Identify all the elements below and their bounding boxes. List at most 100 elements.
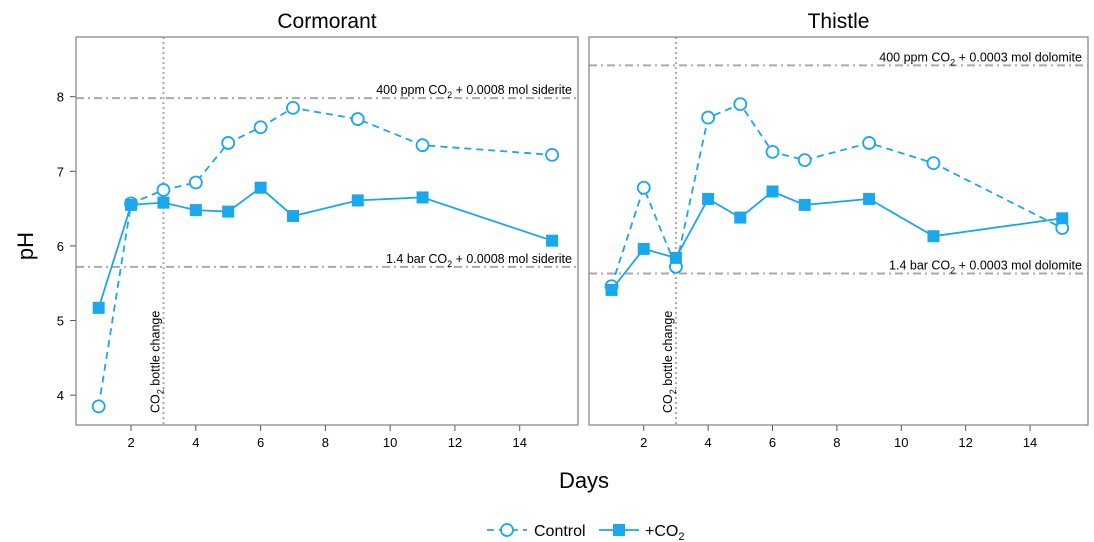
bottle-change-label-subscript: 2 xyxy=(155,389,165,394)
x-tick-label: 10 xyxy=(894,435,908,450)
co2-point xyxy=(416,191,429,204)
x-tick-label: 12 xyxy=(958,435,972,450)
control-point xyxy=(545,147,559,162)
y-tick-label: 6 xyxy=(57,239,64,254)
legend-control-label: Control xyxy=(534,523,586,540)
x-tick-label: 2 xyxy=(640,435,647,450)
reference-label: 1.4 bar CO2 + 0.0003 mol dolomite xyxy=(889,259,1082,276)
reference-label-subscript: 2 xyxy=(447,90,452,100)
co2-point xyxy=(637,242,650,255)
control-point xyxy=(91,399,106,414)
reference-label-text: 1.4 bar CO xyxy=(386,252,447,266)
control-point xyxy=(188,175,203,190)
co2-point xyxy=(546,234,559,247)
reference-label-text: 400 ppm CO xyxy=(879,50,950,64)
reference-label: 1.4 bar CO2 + 0.0008 mol siderite xyxy=(386,252,572,269)
reference-label-subscript: 2 xyxy=(950,57,955,67)
co2-point xyxy=(605,283,618,296)
reference-label-text-end: + 0.0008 mol siderite xyxy=(452,252,572,266)
x-axis-label: Days xyxy=(559,468,609,493)
control-point xyxy=(286,100,300,115)
x-tick-label: 14 xyxy=(1023,435,1037,450)
panel-thistle-frame xyxy=(588,36,1089,426)
bottle-change-label-text-end: bottle change xyxy=(661,311,675,390)
control-point xyxy=(636,180,651,195)
control-point xyxy=(350,112,365,126)
y-axis-label: pH xyxy=(13,232,38,260)
legend-co2-marker xyxy=(613,524,625,536)
panel-thistle-title: Thistle xyxy=(808,10,870,33)
co2-point xyxy=(927,230,940,243)
control-point xyxy=(926,156,941,171)
co2-point xyxy=(254,181,267,194)
x-tick-label: 4 xyxy=(704,435,711,450)
y-tick-label: 7 xyxy=(57,164,64,179)
control-point xyxy=(253,120,268,135)
co2-point xyxy=(798,198,811,211)
x-tick-label: 2 xyxy=(127,435,134,450)
co2-point xyxy=(702,192,715,205)
control-point xyxy=(221,136,236,150)
bottle-change-label: CO2 bottle change xyxy=(148,311,165,413)
co2-point xyxy=(351,194,364,207)
control-point xyxy=(862,136,876,150)
control-point xyxy=(733,97,748,112)
x-tick-label: 6 xyxy=(257,435,264,450)
bottle-change-label-text-end: bottle change xyxy=(148,311,162,390)
x-tick-label: 10 xyxy=(383,435,397,450)
reference-label-subscript: 2 xyxy=(447,259,452,269)
legend-co2-subscript: 2 xyxy=(678,531,684,542)
bottle-change-label-text: CO xyxy=(661,394,675,413)
control-point xyxy=(765,145,780,159)
y-tick-label: 8 xyxy=(57,90,64,105)
co2-point xyxy=(222,205,235,218)
control-series-line xyxy=(97,106,553,407)
control-point xyxy=(156,183,171,197)
legend-control-marker xyxy=(500,523,514,537)
x-tick-label: 6 xyxy=(769,435,776,450)
reference-label-text-end: + 0.0008 mol siderite xyxy=(452,83,572,97)
y-tick-label: 5 xyxy=(57,314,64,329)
panel-cormorant-title: Cormorant xyxy=(277,10,376,33)
co2-point xyxy=(669,251,682,264)
reference-label-text-end: + 0.0003 mol dolomite xyxy=(955,259,1082,273)
x-tick-label: 4 xyxy=(192,435,199,450)
legend-co2-text: +CO xyxy=(645,523,678,540)
co2-series-line xyxy=(97,186,553,309)
bottle-change-label-subscript: 2 xyxy=(668,389,678,394)
bottle-change-label: CO2 bottle change xyxy=(661,311,678,413)
reference-label-text: 1.4 bar CO xyxy=(889,259,950,273)
reference-label-subscript: 2 xyxy=(950,266,955,276)
reference-label-text-end: + 0.0003 mol dolomite xyxy=(955,50,1082,64)
x-tick-label: 8 xyxy=(833,435,840,450)
co2-point xyxy=(734,211,747,224)
control-series-line xyxy=(610,103,1063,287)
x-tick-label: 14 xyxy=(512,435,526,450)
control-point xyxy=(415,138,430,153)
y-tick-label: 4 xyxy=(57,388,64,403)
control-point xyxy=(797,153,812,168)
co2-point xyxy=(1056,212,1069,225)
co2-point xyxy=(766,185,779,198)
x-tick-label: 8 xyxy=(322,435,329,450)
co2-point xyxy=(92,301,105,314)
bottle-change-label-text: CO xyxy=(148,394,162,413)
co2-point xyxy=(286,210,299,223)
co2-point xyxy=(125,198,138,211)
co2-point xyxy=(157,196,170,209)
reference-label: 400 ppm CO2 + 0.0003 mol dolomite xyxy=(879,50,1082,67)
legend-co2-label: +CO2 xyxy=(645,523,684,542)
reference-label: 400 ppm CO2 + 0.0008 mol siderite xyxy=(376,83,572,100)
reference-label-text: 400 ppm CO xyxy=(376,83,447,97)
co2-point xyxy=(189,204,202,217)
panel-cormorant-frame xyxy=(75,36,579,426)
co2-series-line xyxy=(610,190,1063,291)
co2-point xyxy=(863,192,876,205)
x-tick-label: 12 xyxy=(448,435,462,450)
control-point xyxy=(701,110,716,125)
legend: Control +CO2 xyxy=(487,523,684,542)
